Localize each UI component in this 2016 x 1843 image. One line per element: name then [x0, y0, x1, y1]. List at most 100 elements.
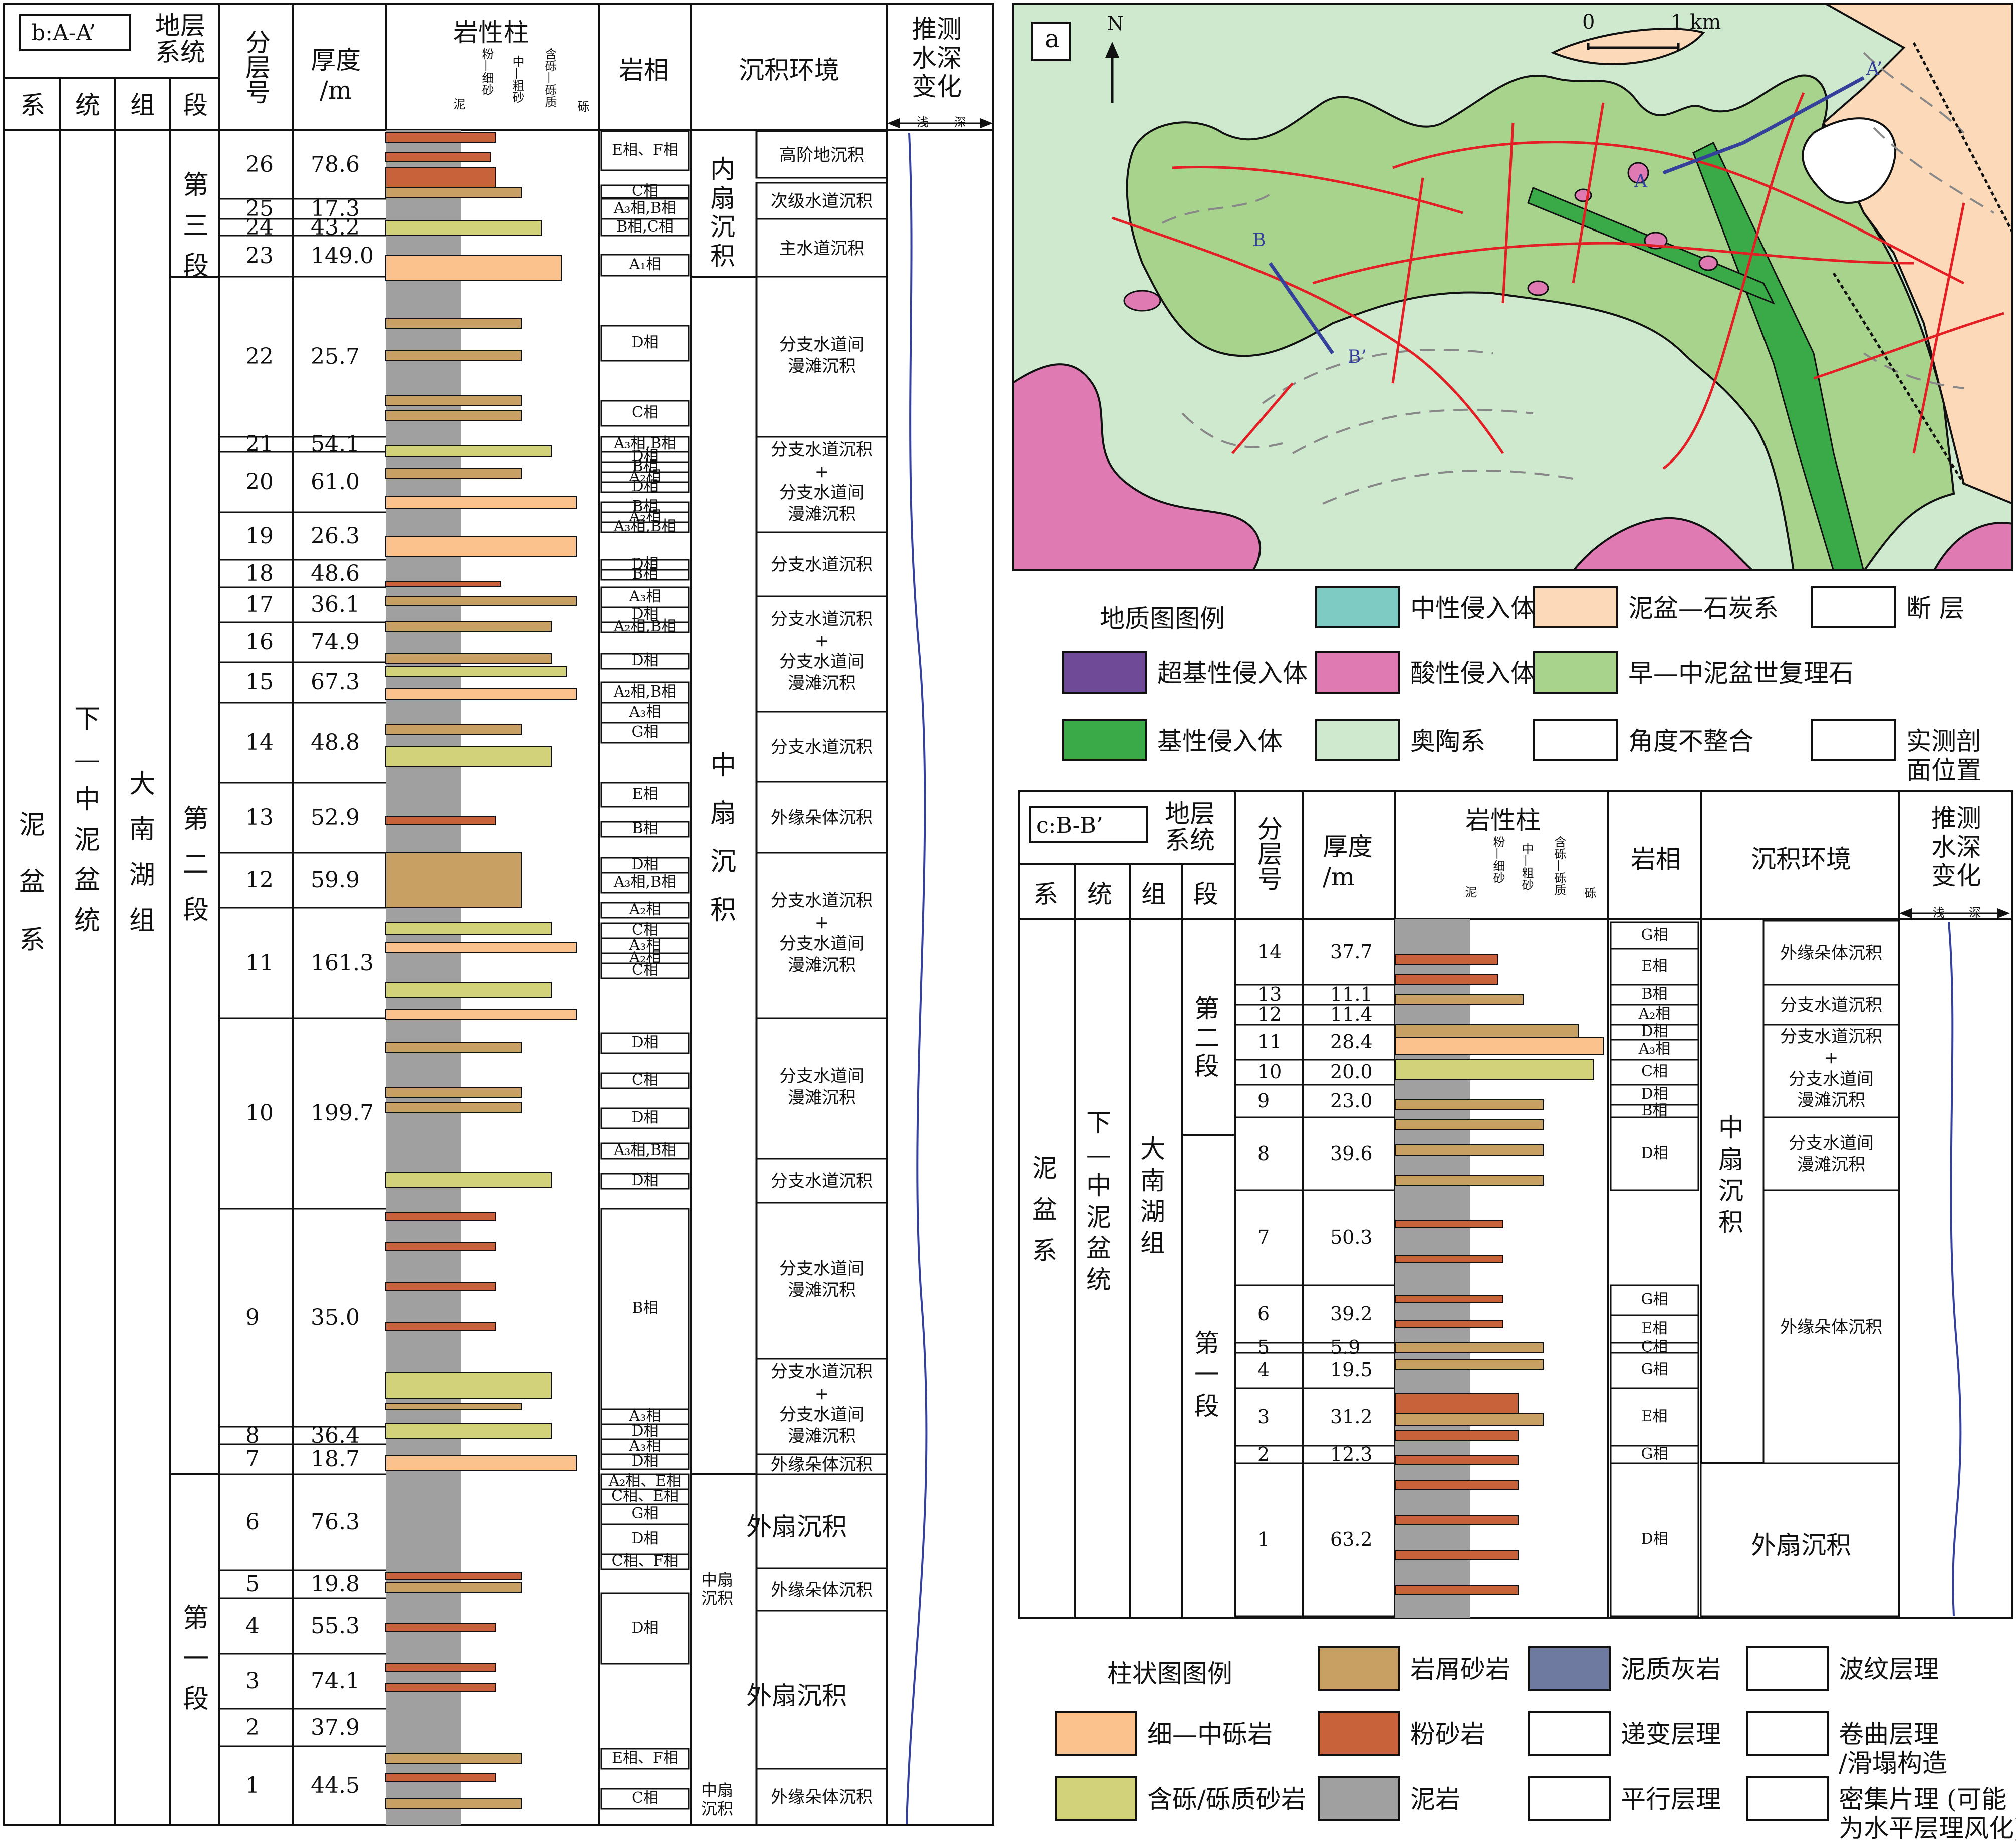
c-env-label: 分支水道沉积	[1780, 995, 1882, 1015]
map-point-b: B	[1252, 230, 1266, 251]
c-facies-label: E相	[1641, 1407, 1668, 1425]
b-env-label: 分支水道间 漫滩沉积	[779, 1066, 864, 1108]
b-facies-label: A₃相,B相	[613, 435, 677, 452]
b-layer-thickness: 67.3	[311, 669, 360, 695]
b-env-label: 外缘朵体沉积	[771, 1580, 873, 1600]
c-env-label: 外扇沉积	[1751, 1530, 1851, 1560]
c-facies-label: C相	[1641, 1063, 1668, 1080]
b-layer-thickness: 43.2	[311, 214, 360, 240]
c-hdr-lithology: 岩性柱	[1465, 806, 1541, 835]
c-hdr-environment: 沉积环境	[1751, 845, 1851, 874]
b-facies-label: G相	[631, 1505, 659, 1522]
b-grain-5: 砾	[575, 100, 589, 112]
c-layer-no: 1	[1257, 1528, 1270, 1550]
c-facies-cell	[1610, 1024, 1699, 1041]
b-facies-cell	[600, 1488, 690, 1505]
b-lithology-bed	[385, 1172, 552, 1188]
b-lithology-bed	[385, 350, 522, 361]
b-grain-4: 含砾—砾质	[543, 48, 557, 108]
b-facies-label: D相	[631, 555, 659, 573]
b-facies-label: A₃相,B相	[613, 199, 677, 217]
c-env-cell	[1762, 1024, 1900, 1118]
b-env-cell	[755, 276, 888, 438]
c-env-label: 分支水道沉积 + 分支水道间 漫滩沉积	[1780, 1026, 1882, 1111]
c-lithology-bed	[1395, 1220, 1503, 1228]
b-layer-no: 16	[245, 629, 274, 655]
b-facies-cell	[600, 521, 690, 533]
b-layer-no: 14	[245, 730, 274, 755]
c-lithology-bed	[1395, 1255, 1503, 1263]
c-lithology-bed	[1395, 1099, 1544, 1110]
b-env-cell	[755, 1473, 888, 1569]
c-lithology-bed	[1395, 1585, 1519, 1595]
b-env-inner-fan: 内 扇 沉 积	[710, 155, 735, 271]
c-facies-label: E相	[1641, 957, 1668, 975]
c-layer-thickness: 5.9	[1330, 1336, 1361, 1358]
b-lithology-bed	[385, 1773, 496, 1782]
b-lithology-bed	[385, 1455, 577, 1471]
b-lithology-bed	[385, 1798, 522, 1809]
geo-legend-label: 超基性侵入体	[1157, 659, 1308, 688]
map-north: N	[1107, 13, 1124, 35]
b-lithology-bed	[385, 167, 496, 191]
geo-legend-swatch	[1315, 651, 1400, 694]
b-env-cell	[755, 781, 888, 854]
geo-legend-swatch	[1062, 651, 1147, 694]
c-layer-no: 8	[1257, 1142, 1270, 1165]
c-grain-2: 粉—细砂	[1491, 836, 1505, 884]
column-legend-label: 含砾/砾质砂岩	[1147, 1785, 1306, 1814]
c-grain-4: 含砾—砾质	[1552, 836, 1566, 896]
column-legend-swatch	[1746, 1776, 1829, 1821]
c-lithology-bed	[1395, 1175, 1544, 1186]
b-facies-cell	[600, 1408, 690, 1425]
c-hdr-member: 段	[1193, 880, 1218, 909]
b-facies-label: D相	[631, 478, 659, 495]
c-layer-thickness: 12.3	[1330, 1443, 1373, 1465]
b-layer-no: 9	[245, 1304, 260, 1330]
b-env-label: 分支水道沉积	[771, 555, 873, 575]
b-env-cell	[755, 711, 888, 783]
c-layer-no: 9	[1257, 1089, 1270, 1112]
c-facies-cell	[1610, 1387, 1699, 1447]
b-facies-cell	[600, 1453, 690, 1470]
c-layer-no: 11	[1257, 1031, 1282, 1053]
geo-legend-title: 地质图图例	[1100, 604, 1225, 633]
c-layer-no: 5	[1257, 1336, 1270, 1358]
b-facies-label: C相	[632, 1071, 658, 1089]
c-facies-label: G相	[1641, 1445, 1668, 1463]
geo-legend-swatch	[1062, 719, 1147, 761]
b-facies-label: A₂相,B相	[613, 618, 677, 635]
b-layer-no: 2	[245, 1714, 260, 1740]
c-facies-label: G相	[1641, 1361, 1668, 1378]
geo-legend-label: 基性侵入体	[1157, 727, 1283, 756]
b-env-label: 外缘朵体沉积	[771, 808, 873, 828]
b-layer-thickness: 36.1	[311, 592, 360, 617]
b-lithology-bed	[385, 1582, 522, 1593]
c-facies-label: A₂相	[1638, 1005, 1671, 1023]
column-legend-swatch	[1746, 1646, 1829, 1691]
c-lithology-bed	[1395, 1455, 1519, 1465]
column-legend-label: 密集片理 (可能 为水平层理风化)	[1839, 1785, 2016, 1843]
b-env-label: 次级水道沉积	[771, 191, 873, 211]
c-layer-no: 12	[1257, 1003, 1282, 1025]
b-lithology-bed	[385, 1009, 577, 1020]
b-layer-thickness: 74.9	[311, 629, 360, 655]
b-facies-cell	[600, 481, 690, 493]
b-lithology-bed	[385, 1403, 522, 1410]
b-formation-name: 大 南 湖 组	[129, 769, 156, 936]
b-facies-cell	[600, 1473, 690, 1490]
b-env-cell	[755, 1358, 888, 1455]
column-legend-label: 泥岩	[1410, 1785, 1460, 1814]
b-env-label: 分支水道沉积	[771, 737, 873, 757]
column-legend-label: 卷曲层理 /滑塌构造	[1839, 1720, 1947, 1778]
geo-legend-label: 角度不整合	[1628, 727, 1753, 756]
b-facies-label: A₃相	[629, 703, 661, 721]
b-grain-2: 粉—细砂	[480, 48, 494, 96]
b-lithology-bed	[385, 1282, 496, 1291]
c-facies-cell	[1610, 1059, 1699, 1086]
c-system-name: 泥 盆 系	[1032, 1154, 1057, 1265]
b-facies-label: C相	[632, 182, 658, 200]
map-label: a	[1045, 24, 1060, 53]
b-facies-cell	[600, 130, 690, 171]
c-hdr-system: 系	[1033, 880, 1058, 909]
